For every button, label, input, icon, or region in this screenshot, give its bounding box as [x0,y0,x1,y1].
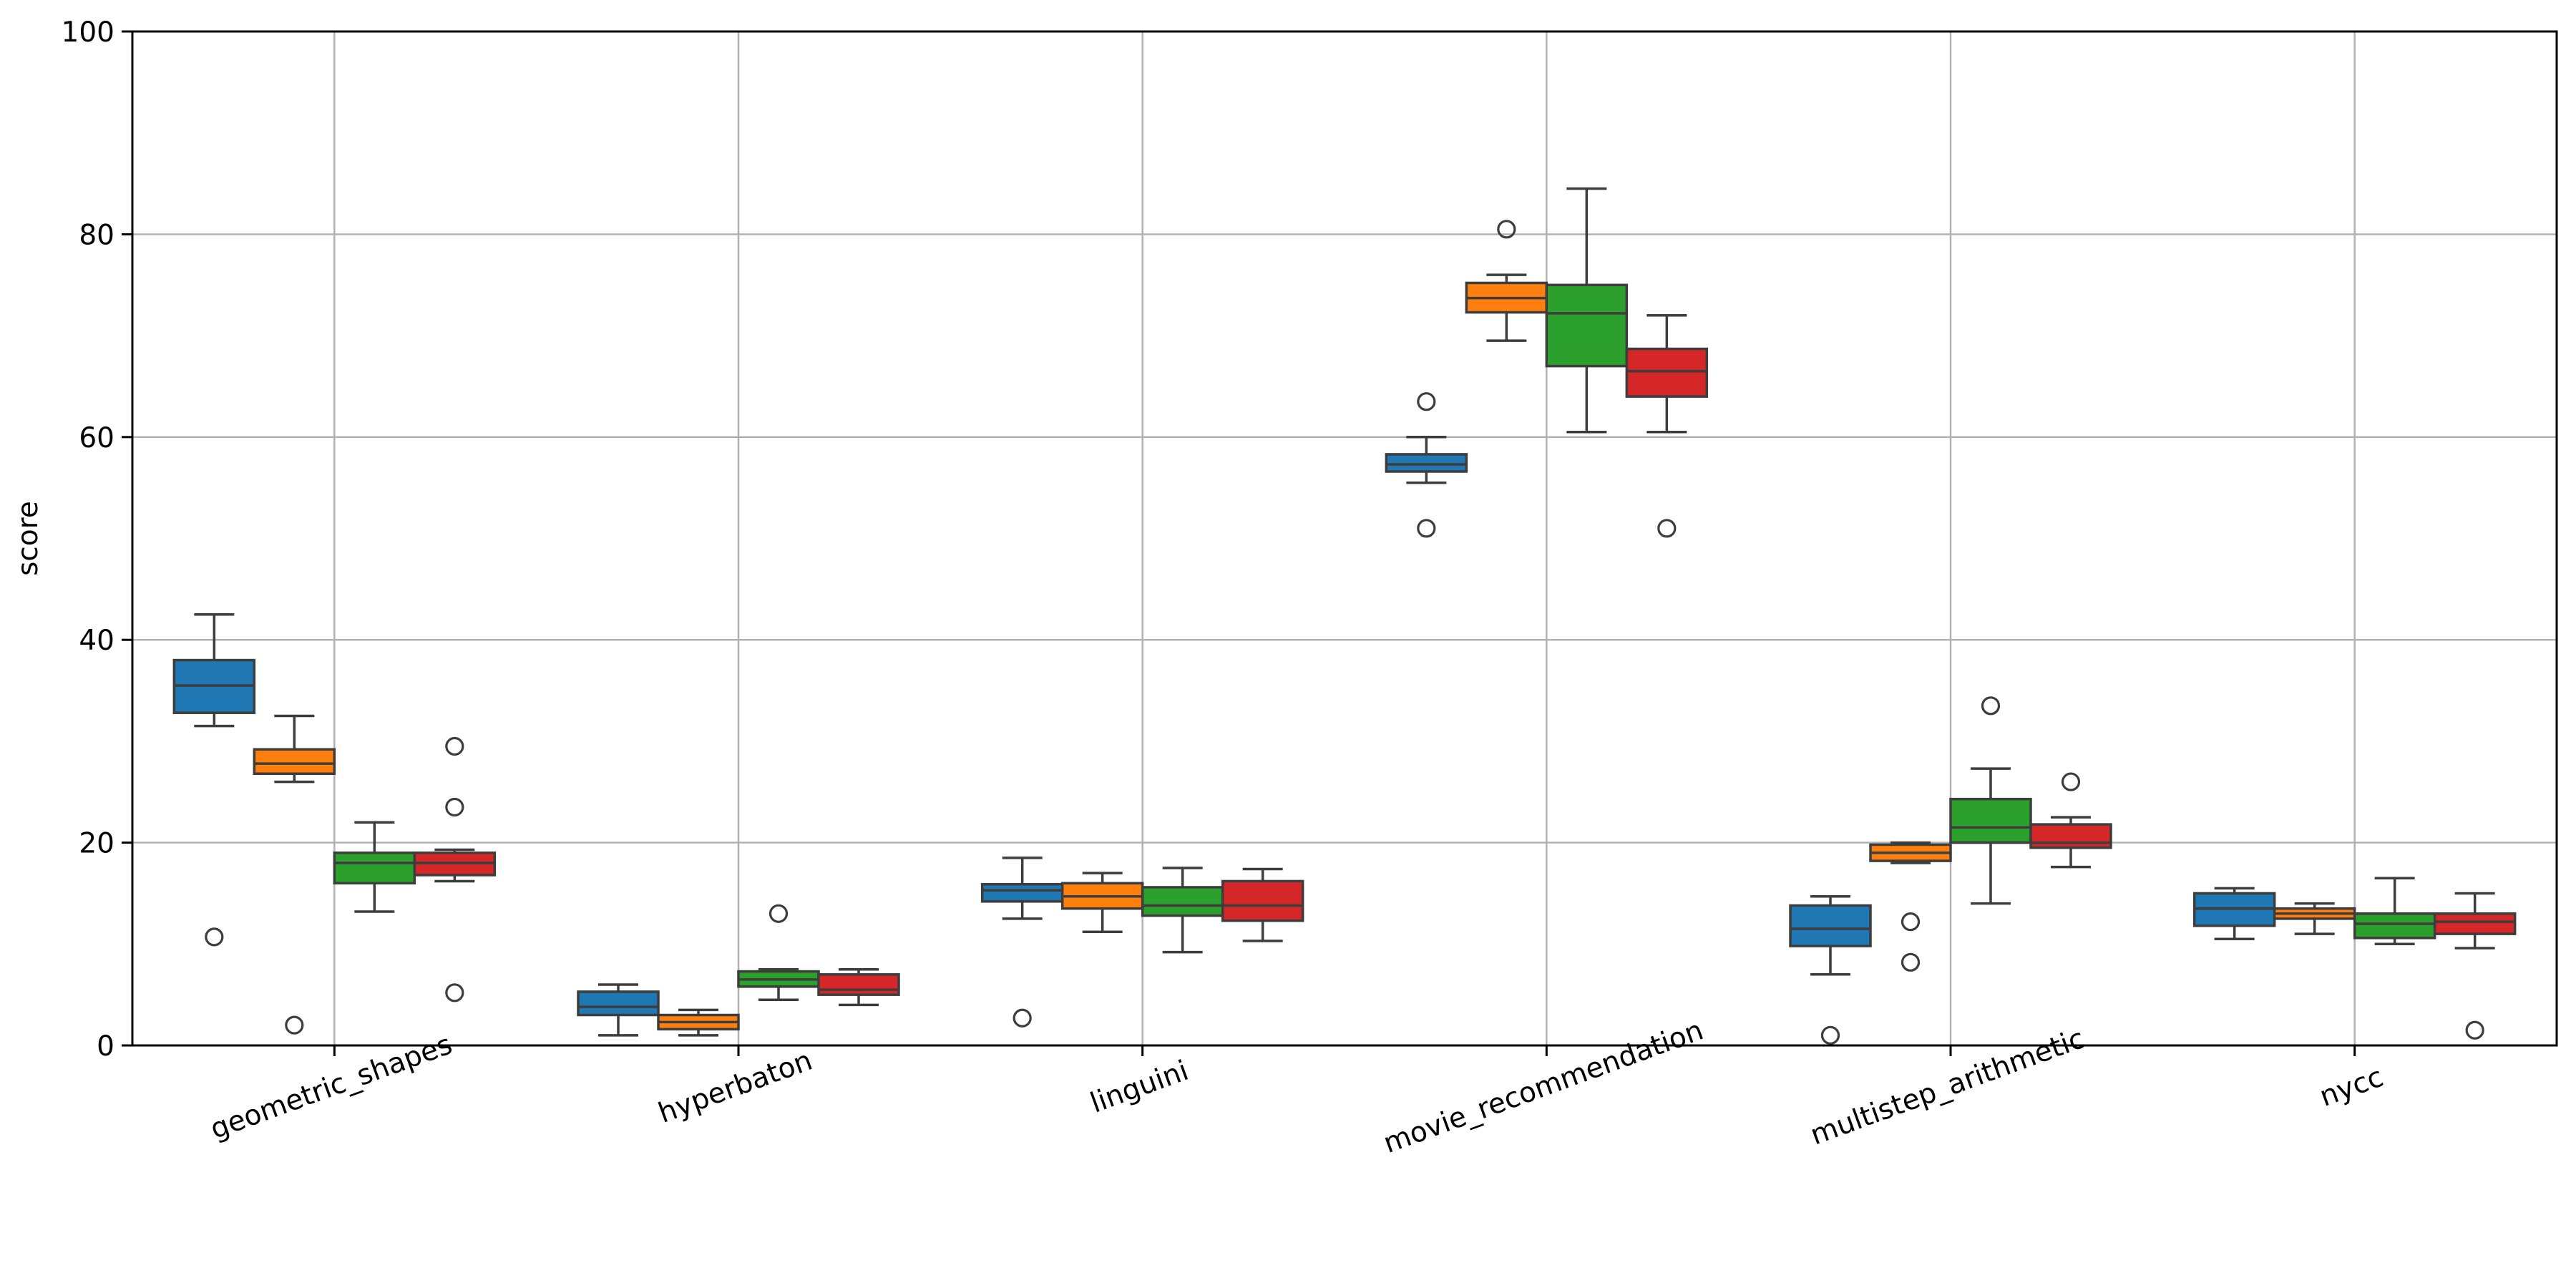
y-tick-label: 60 [79,422,114,454]
box-linguini-series-2 [1060,872,1144,934]
box-iqr [1625,347,1709,398]
box-movie_recommendation-series-4 [1625,314,1709,538]
box-iqr [1141,886,1224,917]
box-geometric_shapes-series-3 [333,821,416,913]
outlier-point [1981,696,2001,716]
box-iqr [2433,912,2517,935]
box-iqr [980,882,1064,903]
y-tick-label: 80 [79,219,114,251]
box-iqr [1221,879,1304,922]
box-iqr [1949,797,2032,844]
series-2-group [253,220,2356,1037]
box-hyperbaton-series-3 [737,904,820,1001]
y-axis-label: score [12,501,44,576]
outlier-point [769,904,789,923]
box-multistep_arithmetic-series-3 [1949,696,2032,905]
box-iqr [2029,823,2112,849]
outlier-point [1497,220,1516,239]
outlier-point [445,797,464,817]
box-movie_recommendation-series-3 [1545,187,1629,434]
outlier-point [205,927,224,947]
box-iqr [2353,912,2436,940]
plot-frame [131,30,2558,1047]
outlier-point [2061,772,2081,791]
box-series-group [172,187,2517,1045]
box-geometric_shapes-series-2 [253,714,336,1035]
box-geometric_shapes-series-4 [413,736,497,1002]
series-4-group [413,314,2517,1040]
box-nycc-series-2 [2273,902,2356,935]
y-tick-label: 20 [79,828,114,860]
outlier-point [1901,912,1921,932]
series-3-group [333,187,2436,1001]
box-multistep_arithmetic-series-2 [1869,841,1952,972]
box-iqr [1545,283,1629,368]
y-tick-label: 40 [79,625,114,657]
box-linguini-series-1 [980,857,1064,1028]
outlier-point [445,736,464,756]
box-movie_recommendation-series-2 [1465,220,1548,342]
box-hyperbaton-series-2 [657,1008,740,1037]
outlier-point [1657,519,1677,538]
outlier-point [1901,952,1921,972]
outlier-point [2465,1020,2484,1040]
box-linguini-series-4 [1221,867,1304,942]
box-hyperbaton-series-4 [817,967,900,1007]
box-iqr [577,990,660,1017]
box-geometric_shapes-series-1 [172,613,256,947]
outlier-point [285,1015,304,1035]
y-tick-label: 0 [97,1030,114,1063]
box-multistep_arithmetic-series-4 [2029,772,2112,869]
box-nycc-series-4 [2433,892,2517,1040]
outlier-point [445,983,464,1002]
outlier-point [1820,1025,1840,1045]
series-1-group [172,392,2276,1045]
box-iqr [1385,453,1468,473]
outlier-point [1013,1008,1032,1028]
outlier-point [1417,392,1436,411]
y-tick-label: 100 [62,16,114,49]
box-nycc-series-1 [2192,887,2276,940]
box-iqr [817,973,900,996]
box-iqr [1789,904,1872,947]
box-hyperbaton-series-1 [577,983,660,1037]
box-iqr [253,748,336,775]
box-movie_recommendation-series-1 [1385,392,1468,538]
box-iqr [333,852,416,885]
box-multistep_arithmetic-series-1 [1789,894,1872,1045]
outlier-point [1417,519,1436,538]
